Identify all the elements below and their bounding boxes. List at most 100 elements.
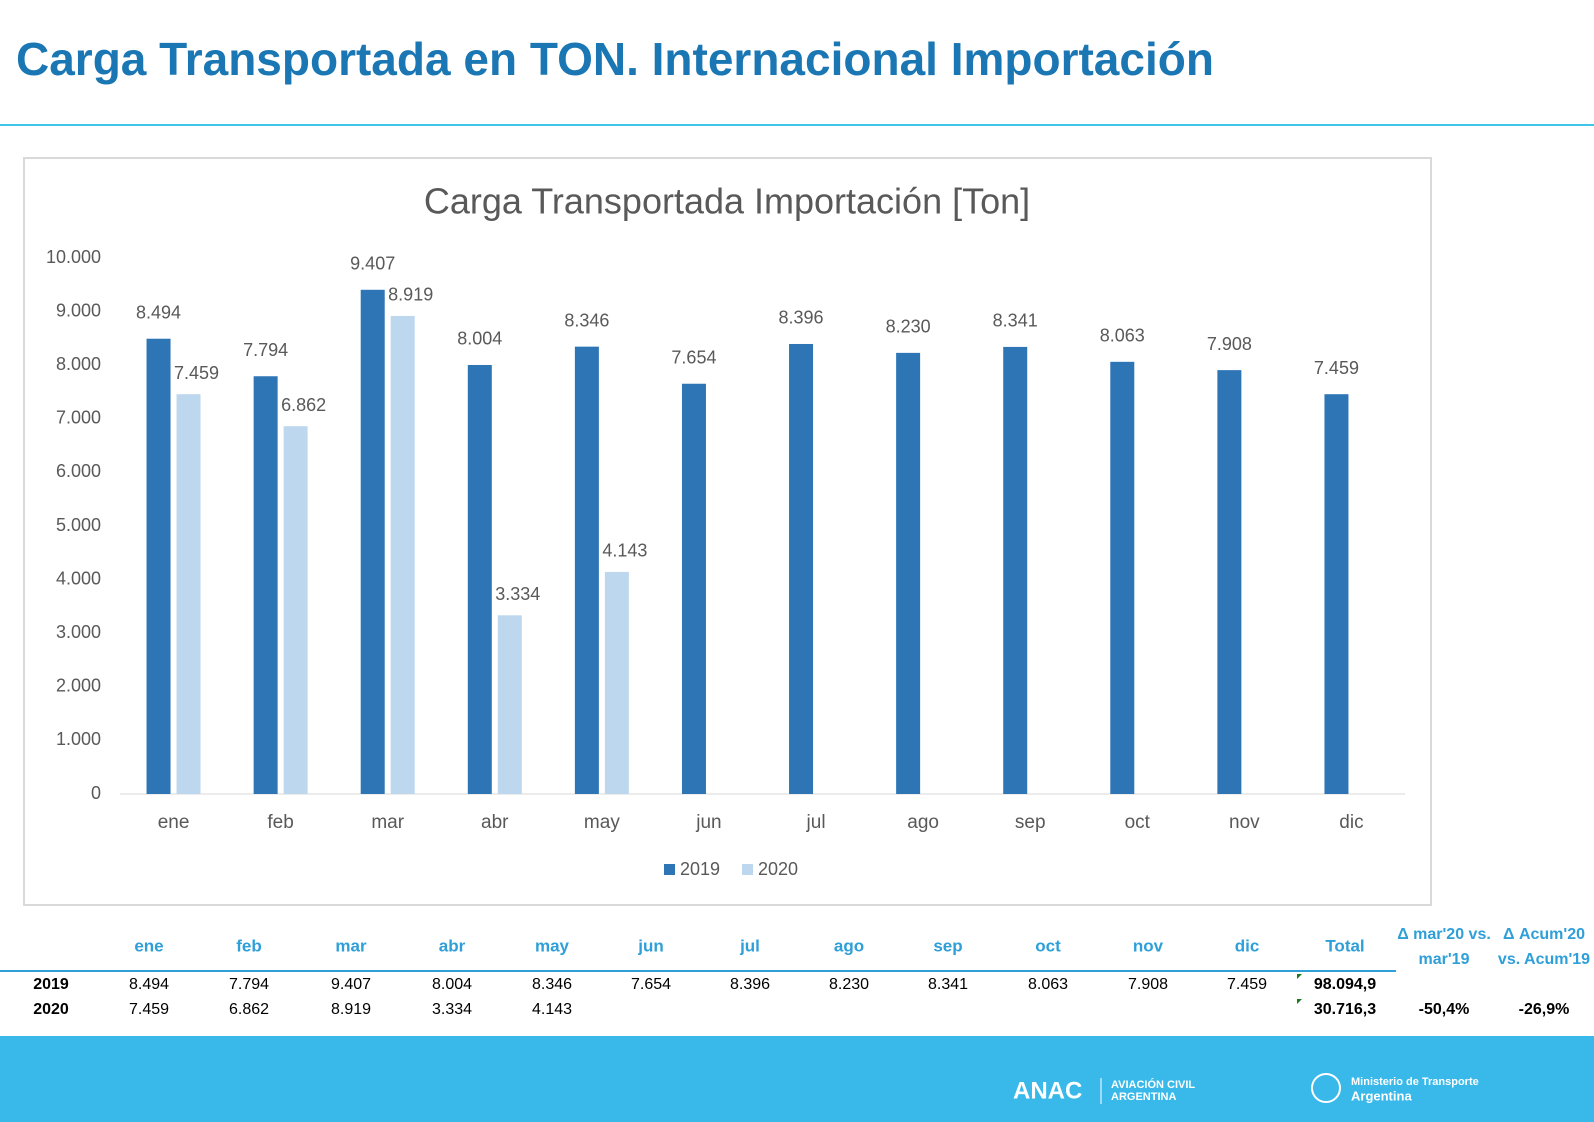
bar (283, 426, 308, 794)
table-header: ago (834, 936, 864, 955)
table-cell: 6.862 (229, 1001, 269, 1018)
data-label: 8.063 (1100, 326, 1145, 346)
y-tick-label: 10.000 (46, 247, 101, 267)
table-header: jun (637, 936, 664, 955)
table-header: Total (1325, 936, 1364, 955)
y-tick-label: 4.000 (56, 568, 101, 588)
x-tick-label: dic (1339, 812, 1363, 833)
footer-text: AVIACIÓN CIVIL (1111, 1078, 1195, 1091)
x-tick-label: ene (158, 812, 190, 833)
footer-text: ARGENTINA (1111, 1091, 1176, 1103)
table-header: ene (134, 936, 163, 955)
footer-band (0, 1036, 1594, 1122)
table-cell: 9.407 (331, 976, 371, 993)
legend-label: 2020 (758, 859, 798, 879)
footer-text: Argentina (1351, 1088, 1412, 1103)
bar (574, 346, 599, 794)
table-cell: 8.396 (730, 976, 770, 993)
table-total: 30.716,3 (1314, 1001, 1376, 1018)
bar (467, 364, 492, 794)
data-label: 7.654 (671, 347, 716, 367)
table-header: mar (335, 936, 367, 955)
x-tick-label: ago (907, 812, 939, 833)
table-header: vs. Acum'19 (1498, 951, 1590, 968)
data-label: 6.862 (281, 395, 326, 415)
x-tick-label: jun (695, 812, 721, 833)
data-label: 9.407 (350, 254, 395, 274)
legend-swatch (742, 864, 753, 875)
table-cell: 7.794 (229, 976, 269, 993)
table-cell: 4.143 (532, 1001, 572, 1018)
y-tick-label: 5.000 (56, 515, 101, 535)
row-label: 2019 (33, 976, 69, 993)
table-header: dic (1235, 936, 1260, 955)
data-label: 8.341 (993, 311, 1038, 331)
cell-marker (1297, 999, 1302, 1004)
table-cell: 8.063 (1028, 976, 1068, 993)
data-label: 4.143 (602, 541, 647, 561)
bar (681, 383, 706, 794)
y-tick-label: 8.000 (56, 354, 101, 374)
data-label: 8.494 (136, 302, 181, 322)
page-title: Carga Transportada en TON. Internacional… (16, 33, 1214, 85)
y-tick-label: 2.000 (56, 676, 101, 696)
table-cell: 8.919 (331, 1001, 371, 1018)
table-header: Δ mar'20 vs. (1397, 926, 1491, 943)
table-cell: 7.654 (631, 976, 671, 993)
data-label: 7.459 (1314, 358, 1359, 378)
cell-marker (1297, 974, 1302, 979)
legend-label: 2019 (680, 859, 720, 879)
bar (1110, 361, 1135, 794)
table-header: may (535, 936, 570, 955)
bar (1324, 394, 1349, 794)
bar (360, 289, 385, 794)
bar (604, 571, 629, 794)
table-cell: 7.908 (1128, 976, 1168, 993)
table-cell: 7.459 (1227, 976, 1267, 993)
x-tick-label: may (584, 812, 620, 833)
x-tick-label: feb (267, 812, 293, 833)
data-label: 3.334 (495, 584, 540, 604)
table-header: nov (1133, 936, 1164, 955)
bar (1003, 346, 1028, 794)
bar (176, 394, 201, 794)
table-delta: -50,4% (1419, 1001, 1470, 1018)
table-cell: 8.341 (928, 976, 968, 993)
y-tick-label: 6.000 (56, 461, 101, 481)
table-cell: 7.459 (129, 1001, 169, 1018)
table-header: jul (739, 936, 760, 955)
data-label: 8.004 (457, 329, 502, 349)
x-tick-label: oct (1125, 812, 1151, 833)
data-label: 8.396 (779, 308, 824, 328)
x-tick-label: mar (371, 812, 404, 833)
table-cell: 8.494 (129, 976, 169, 993)
chart-title: Carga Transportada Importación [Ton] (424, 181, 1030, 222)
table-total: 98.094,9 (1314, 976, 1376, 993)
table-cell: 8.004 (432, 976, 472, 993)
x-tick-label: abr (481, 812, 509, 833)
table-header: oct (1035, 936, 1061, 955)
y-tick-label: 9.000 (56, 300, 101, 320)
bar (253, 376, 278, 794)
table-header: sep (933, 936, 962, 955)
x-tick-label: nov (1229, 812, 1260, 833)
bar (1217, 370, 1242, 794)
data-label: 7.459 (174, 363, 219, 383)
bar (789, 343, 814, 794)
table-header: feb (236, 936, 262, 955)
table-cell: 3.334 (432, 1001, 472, 1018)
data-label: 7.794 (243, 340, 288, 360)
bar (896, 352, 921, 794)
bar (497, 615, 522, 794)
y-tick-label: 7.000 (56, 408, 101, 428)
data-label: 8.230 (886, 317, 931, 337)
row-label: 2020 (33, 1001, 69, 1018)
footer-text: Ministerio de Transporte (1351, 1076, 1479, 1088)
data-label: 7.908 (1207, 334, 1252, 354)
data-label: 8.346 (564, 310, 609, 330)
table-header: abr (439, 936, 466, 955)
table-cell: 8.230 (829, 976, 869, 993)
bar (146, 338, 171, 794)
